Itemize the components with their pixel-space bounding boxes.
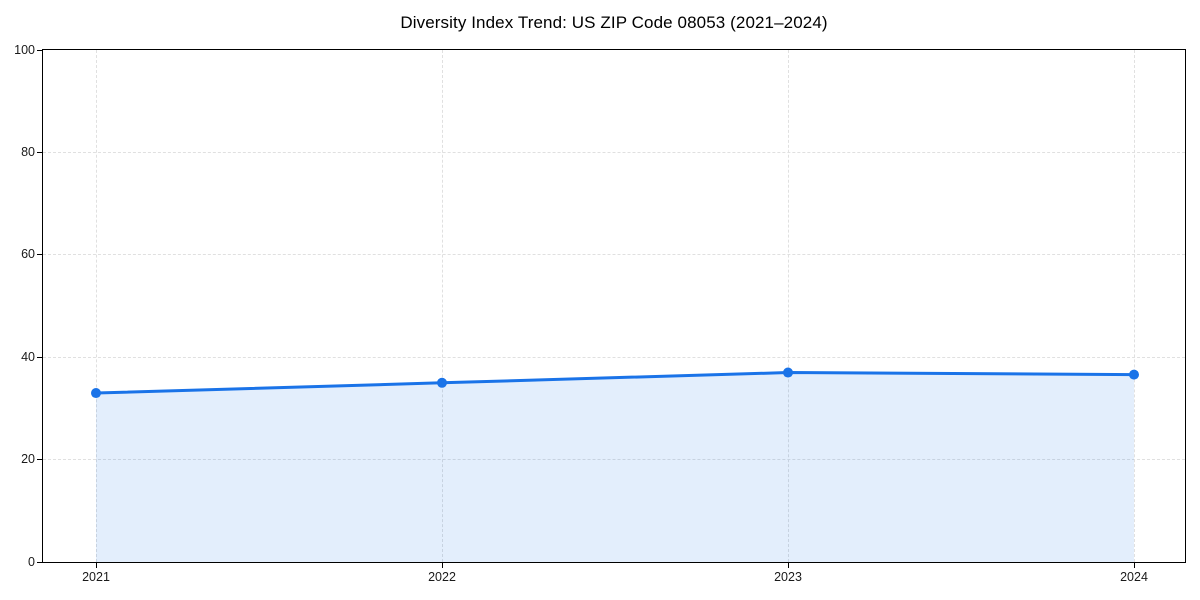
- x-gridline: [1133, 50, 1135, 562]
- y-gridline: [43, 151, 1185, 153]
- y-tick-label: 100: [14, 42, 35, 57]
- y-axis-tick: [37, 561, 43, 563]
- trend-series-svg: [91, 367, 1139, 562]
- data-point-marker: [783, 367, 793, 378]
- chart-title: Diversity Index Trend: US ZIP Code 08053…: [400, 13, 828, 32]
- y-gridline: [43, 356, 1185, 358]
- y-tick-label: 20: [21, 452, 35, 467]
- x-axis-tick: [441, 562, 443, 568]
- x-axis-tick: [95, 562, 97, 568]
- y-gridline: [43, 459, 1185, 461]
- y-axis-tick: [37, 356, 43, 358]
- x-gridline: [787, 50, 789, 562]
- y-axis-tick: [37, 151, 43, 153]
- y-axis-tick: [37, 459, 43, 461]
- x-axis-tick: [1133, 562, 1135, 568]
- trend-line: [94, 371, 1136, 395]
- y-tick-label: 40: [21, 349, 35, 364]
- y-axis-tick: [37, 49, 43, 51]
- data-point-marker: [1129, 369, 1139, 380]
- data-point-marker: [91, 388, 101, 399]
- x-gridline: [95, 50, 97, 562]
- x-axis-tick: [787, 562, 789, 568]
- area-fill: [96, 372, 1134, 562]
- x-tick-label: 2024: [1120, 570, 1148, 584]
- y-tick-label: 80: [21, 144, 35, 159]
- y-tick-label: 60: [21, 247, 35, 262]
- x-gridline: [441, 50, 443, 562]
- x-tick-label: 2021: [82, 570, 110, 584]
- x-tick-label: 2023: [774, 570, 802, 584]
- plot-area: 0 20 40 60 80 100 2021 2022 2023 2024: [14, 43, 1186, 584]
- x-tick-label: 2022: [428, 570, 456, 584]
- y-gridline: [43, 254, 1185, 256]
- y-tick-label: 0: [28, 554, 35, 569]
- data-point-marker: [437, 377, 447, 388]
- y-axis-tick: [37, 254, 43, 256]
